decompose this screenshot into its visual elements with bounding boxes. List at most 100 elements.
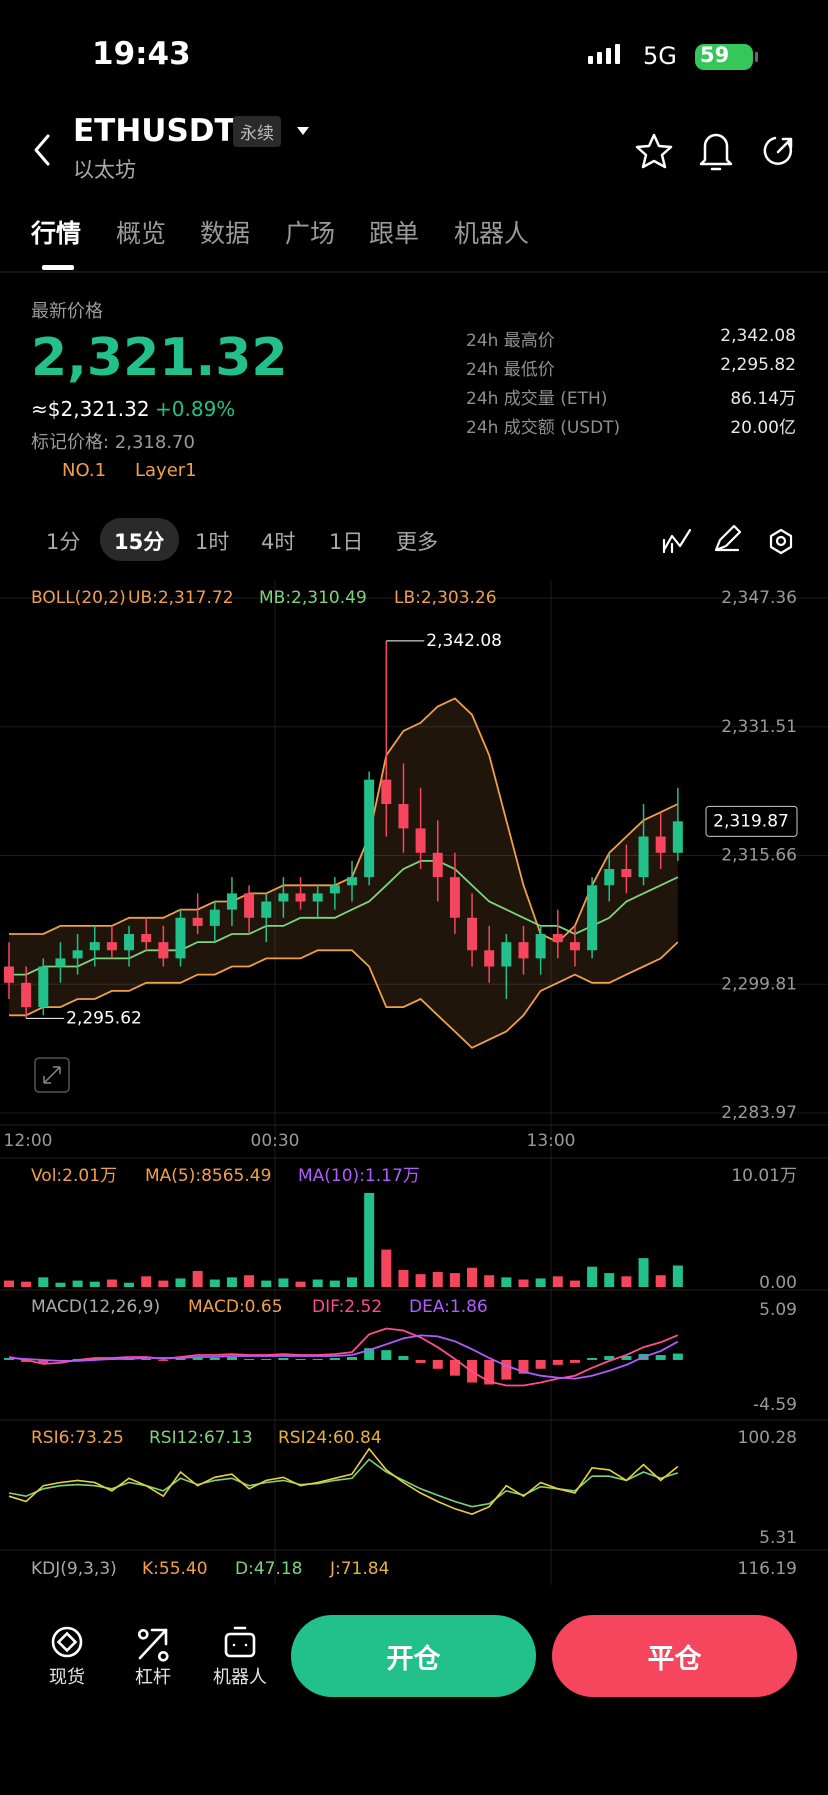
stat-label: 24h 成交量 (ETH) bbox=[466, 389, 608, 409]
indicator-icon[interactable] bbox=[662, 528, 692, 554]
signal-bar bbox=[597, 52, 602, 64]
candle-body bbox=[278, 893, 289, 902]
status-icons bbox=[588, 44, 758, 70]
candle-body bbox=[672, 821, 683, 853]
symbol[interactable]: ETHUSDT bbox=[73, 113, 236, 149]
boll-lower bbox=[9, 941, 679, 1049]
macd-bar bbox=[278, 1357, 289, 1360]
expand-button[interactable] bbox=[34, 1057, 70, 1093]
volume-bar bbox=[141, 1276, 152, 1287]
rsi12-line bbox=[8, 1458, 679, 1508]
open-button[interactable]: 开仓 bbox=[291, 1615, 536, 1697]
volume-label: Vol:2.01万 bbox=[31, 1166, 117, 1186]
volume-bar bbox=[4, 1280, 14, 1287]
volume-bar bbox=[398, 1269, 409, 1287]
volume-bar bbox=[467, 1267, 478, 1287]
back-icon[interactable] bbox=[34, 134, 50, 166]
candle-body bbox=[569, 942, 580, 951]
star-icon[interactable] bbox=[635, 133, 673, 169]
rank-tag[interactable]: NO.1 bbox=[62, 460, 107, 481]
volume-bar bbox=[209, 1279, 220, 1287]
macd-bar bbox=[381, 1350, 392, 1360]
volume-bar bbox=[484, 1275, 495, 1287]
volume-bar bbox=[672, 1265, 683, 1287]
candle-body bbox=[175, 917, 186, 959]
candle-body bbox=[432, 852, 443, 878]
volume-bar bbox=[535, 1278, 546, 1287]
y-tick-label: 2,331.51 bbox=[721, 717, 797, 737]
tab[interactable]: 概览 bbox=[116, 219, 167, 248]
interval[interactable]: 1日 bbox=[329, 530, 364, 554]
y-tick-label: 2,347.36 bbox=[721, 588, 797, 608]
close-button[interactable]: 平仓 bbox=[552, 1615, 797, 1697]
boll-lb: LB:2,303.26 bbox=[394, 588, 497, 608]
tab[interactable]: 广场 bbox=[285, 219, 336, 248]
macd-bar bbox=[312, 1358, 323, 1360]
volume-bar bbox=[604, 1273, 615, 1287]
status-battery: 59 bbox=[700, 43, 730, 67]
stat-label: 24h 成交额 (USDT) bbox=[466, 418, 621, 438]
macd-bar bbox=[501, 1359, 512, 1380]
candle-body bbox=[158, 942, 169, 959]
volume-bar bbox=[415, 1274, 426, 1287]
interval[interactable]: 1时 bbox=[195, 530, 230, 554]
settings-icon[interactable] bbox=[769, 528, 793, 555]
battery-tip bbox=[755, 52, 758, 62]
leverage-icon[interactable] bbox=[138, 1628, 169, 1662]
macd-bar bbox=[398, 1356, 409, 1360]
mark-price: 标记价格: 2,318.70 bbox=[31, 432, 195, 453]
volume-bar bbox=[655, 1275, 666, 1287]
volume-bar bbox=[295, 1281, 306, 1287]
candle-body bbox=[106, 942, 117, 951]
bot-icon[interactable] bbox=[224, 1632, 256, 1658]
boll-band bbox=[9, 698, 678, 1048]
nav-label[interactable]: 杠杆 bbox=[135, 1667, 171, 1688]
tab-underline bbox=[42, 265, 74, 270]
candle-body bbox=[347, 877, 357, 886]
interval[interactable]: 15分 bbox=[114, 530, 165, 554]
nav-label[interactable]: 现货 bbox=[49, 1667, 85, 1688]
min-marker-label: 2,295.62 bbox=[66, 1008, 142, 1028]
volume-bar bbox=[518, 1279, 529, 1287]
volume-bar bbox=[449, 1273, 460, 1287]
candle-body bbox=[244, 893, 255, 918]
share-icon[interactable] bbox=[763, 136, 793, 165]
volume-bar bbox=[552, 1276, 563, 1287]
interval[interactable]: 4时 bbox=[261, 530, 296, 554]
nav-label[interactable]: 机器人 bbox=[213, 1667, 267, 1688]
volume-bar bbox=[569, 1280, 580, 1287]
y-tick-label: 2,299.81 bbox=[721, 974, 797, 994]
candle-body bbox=[226, 893, 237, 910]
x-tick-label: 00:30 bbox=[251, 1131, 300, 1151]
kdj-label: KDJ(9,3,3) bbox=[31, 1559, 117, 1579]
dea-line bbox=[8, 1334, 679, 1380]
boll-ub: UB:2,317.72 bbox=[128, 588, 234, 608]
dif-line bbox=[8, 1327, 679, 1387]
tab[interactable]: 数据 bbox=[200, 219, 251, 248]
stat-value: 2,295.82 bbox=[720, 355, 796, 375]
price-label[interactable]: 最新价格 bbox=[31, 301, 103, 322]
spot-icon[interactable] bbox=[51, 1626, 83, 1658]
macd-bar bbox=[329, 1357, 340, 1360]
tab[interactable]: 行情 bbox=[31, 219, 82, 248]
tab[interactable]: 机器人 bbox=[454, 219, 530, 248]
candle-body bbox=[518, 942, 529, 959]
interval[interactable]: 更多 bbox=[396, 530, 438, 554]
rsi24-label: RSI24:60.84 bbox=[278, 1428, 382, 1448]
draw-icon[interactable] bbox=[714, 524, 742, 552]
macd-bar bbox=[415, 1359, 426, 1363]
sector-tag[interactable]: Layer1 bbox=[135, 460, 197, 481]
macd-bar bbox=[484, 1359, 495, 1385]
candle-body bbox=[55, 958, 66, 967]
bell-icon[interactable] bbox=[699, 133, 733, 171]
volume-bar bbox=[38, 1277, 49, 1287]
dropdown-icon[interactable] bbox=[297, 127, 309, 135]
volume-bar bbox=[72, 1280, 83, 1287]
volume-bar bbox=[124, 1282, 135, 1287]
volume-bar bbox=[312, 1279, 323, 1287]
kdj-j: J:71.84 bbox=[329, 1559, 389, 1579]
interval[interactable]: 1分 bbox=[46, 530, 81, 554]
tab[interactable]: 跟单 bbox=[369, 219, 420, 248]
rsi6-label: RSI6:73.25 bbox=[31, 1428, 124, 1448]
